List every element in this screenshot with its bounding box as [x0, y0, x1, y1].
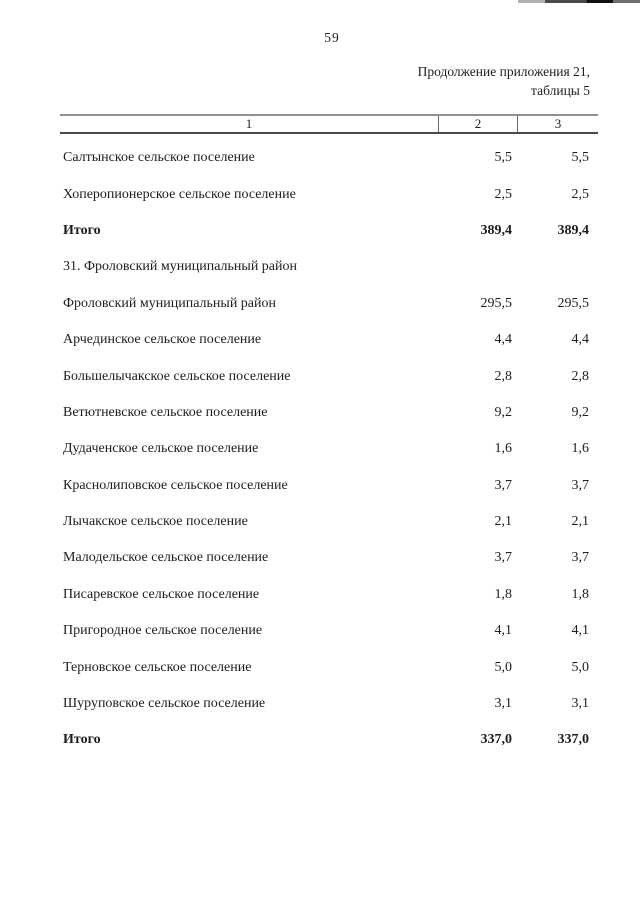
row-value-col3: 389,4 — [557, 222, 590, 238]
table-row: 31. Фроловский муниципальный район — [60, 249, 598, 285]
caption-line-2: таблицы 5 — [531, 83, 590, 98]
caption-line-1: Продолжение приложения 21, — [417, 64, 590, 79]
table-caption: Продолжение приложения 21, таблицы 5 — [418, 62, 590, 100]
row-label: Пригородное сельское поселение — [63, 623, 263, 639]
table-body: Салтынское сельское поселение 5,5 5,5 Хо… — [60, 134, 598, 759]
row-value-col3: 9,2 — [571, 404, 590, 420]
row-label: Дудаченское сельское поселение — [63, 441, 259, 457]
column-header-2: 2 — [438, 116, 517, 132]
row-value-col2: 1,6 — [494, 441, 513, 457]
row-label: Малодельское сельское поселение — [63, 550, 269, 566]
row-label: Ветютневское сельское поселение — [63, 404, 268, 420]
row-label: 31. Фроловский муниципальный район — [63, 259, 298, 275]
row-label: Лычакское сельское поселение — [63, 514, 248, 530]
scan-artifact-bar — [518, 0, 640, 3]
data-table: 1 2 3 Салтынское сельское поселение 5,5 … — [60, 114, 598, 759]
table-row: Дудаченское сельское поселение 1,6 1,6 — [60, 431, 598, 467]
row-value-col2: 2,8 — [494, 368, 513, 384]
row-value-col3: 1,8 — [571, 586, 590, 602]
row-value-col2: 389,4 — [480, 222, 513, 238]
row-value-col2: 1,8 — [494, 586, 513, 602]
row-label: Салтынское сельское поселение — [63, 150, 255, 166]
table-row: Большелычакское сельское поселение 2,8 2… — [60, 358, 598, 394]
row-label: Писаревское сельское поселение — [63, 586, 260, 602]
row-label: Арчединское сельское поселение — [63, 332, 262, 348]
row-value-col3: 5,5 — [571, 150, 590, 166]
page-number: 59 — [324, 30, 340, 45]
table-row: Фроловский муниципальный район 295,5 295… — [60, 286, 598, 322]
table-row: Терновское сельское поселение 5,0 5,0 — [60, 649, 598, 685]
row-value-col2: 2,5 — [494, 186, 513, 202]
row-label: Краснолиповское сельское поселение — [63, 477, 288, 493]
table-row: Лычакское сельское поселение 2,1 2,1 — [60, 504, 598, 540]
row-label: Терновское сельское поселение — [63, 659, 252, 675]
table-row: Арчединское сельское поселение 4,4 4,4 — [60, 322, 598, 358]
row-value-col2: 5,0 — [494, 659, 513, 675]
table-row: Итого 337,0 337,0 — [60, 722, 598, 758]
row-value-col3: 3,7 — [571, 550, 590, 566]
row-label: Фроловский муниципальный район — [63, 295, 277, 311]
table-row: Малодельское сельское поселение 3,7 3,7 — [60, 540, 598, 576]
row-label: Большелычакское сельское поселение — [63, 368, 291, 384]
row-value-col2: 3,7 — [494, 550, 513, 566]
row-value-col3: 1,6 — [571, 441, 590, 457]
row-value-col2: 5,5 — [494, 150, 513, 166]
row-value-col3: 4,4 — [571, 332, 590, 348]
column-header-3: 3 — [517, 116, 598, 132]
row-value-col2: 295,5 — [480, 295, 513, 311]
table-row: Шуруповское сельское поселение 3,1 3,1 — [60, 686, 598, 722]
row-label: Итого — [63, 732, 101, 748]
row-value-col2: 3,7 — [494, 477, 513, 493]
row-value-col2: 4,4 — [494, 332, 513, 348]
row-value-col2: 337,0 — [480, 732, 513, 748]
row-label: Шуруповское сельское поселение — [63, 696, 266, 712]
table-row: Краснолиповское сельское поселение 3,7 3… — [60, 468, 598, 504]
row-label: Хоперопионерское сельское поселение — [63, 186, 296, 202]
row-value-col2: 9,2 — [494, 404, 513, 420]
row-value-col3: 2,8 — [571, 368, 590, 384]
table-row: Пригородное сельское поселение 4,1 4,1 — [60, 613, 598, 649]
row-value-col3: 2,5 — [571, 186, 590, 202]
table-row: Хоперопионерское сельское поселение 2,5 … — [60, 176, 598, 212]
table-row: Ветютневское сельское поселение 9,2 9,2 — [60, 395, 598, 431]
table-header-row: 1 2 3 — [60, 114, 598, 134]
column-header-1: 1 — [245, 116, 253, 131]
row-value-col3: 5,0 — [571, 659, 590, 675]
row-value-col3: 295,5 — [557, 295, 590, 311]
row-value-col3: 337,0 — [557, 732, 590, 748]
row-value-col3: 2,1 — [571, 514, 590, 530]
row-value-col3: 3,1 — [571, 696, 590, 712]
row-value-col2: 4,1 — [494, 623, 513, 639]
row-value-col2: 2,1 — [494, 514, 513, 530]
row-value-col3: 3,7 — [571, 477, 590, 493]
row-value-col2: 3,1 — [494, 696, 513, 712]
table-row: Писаревское сельское поселение 1,8 1,8 — [60, 577, 598, 613]
row-value-col3: 4,1 — [571, 623, 590, 639]
row-label: Итого — [63, 222, 101, 238]
table-row: Салтынское сельское поселение 5,5 5,5 — [60, 140, 598, 176]
table-row: Итого 389,4 389,4 — [60, 213, 598, 249]
